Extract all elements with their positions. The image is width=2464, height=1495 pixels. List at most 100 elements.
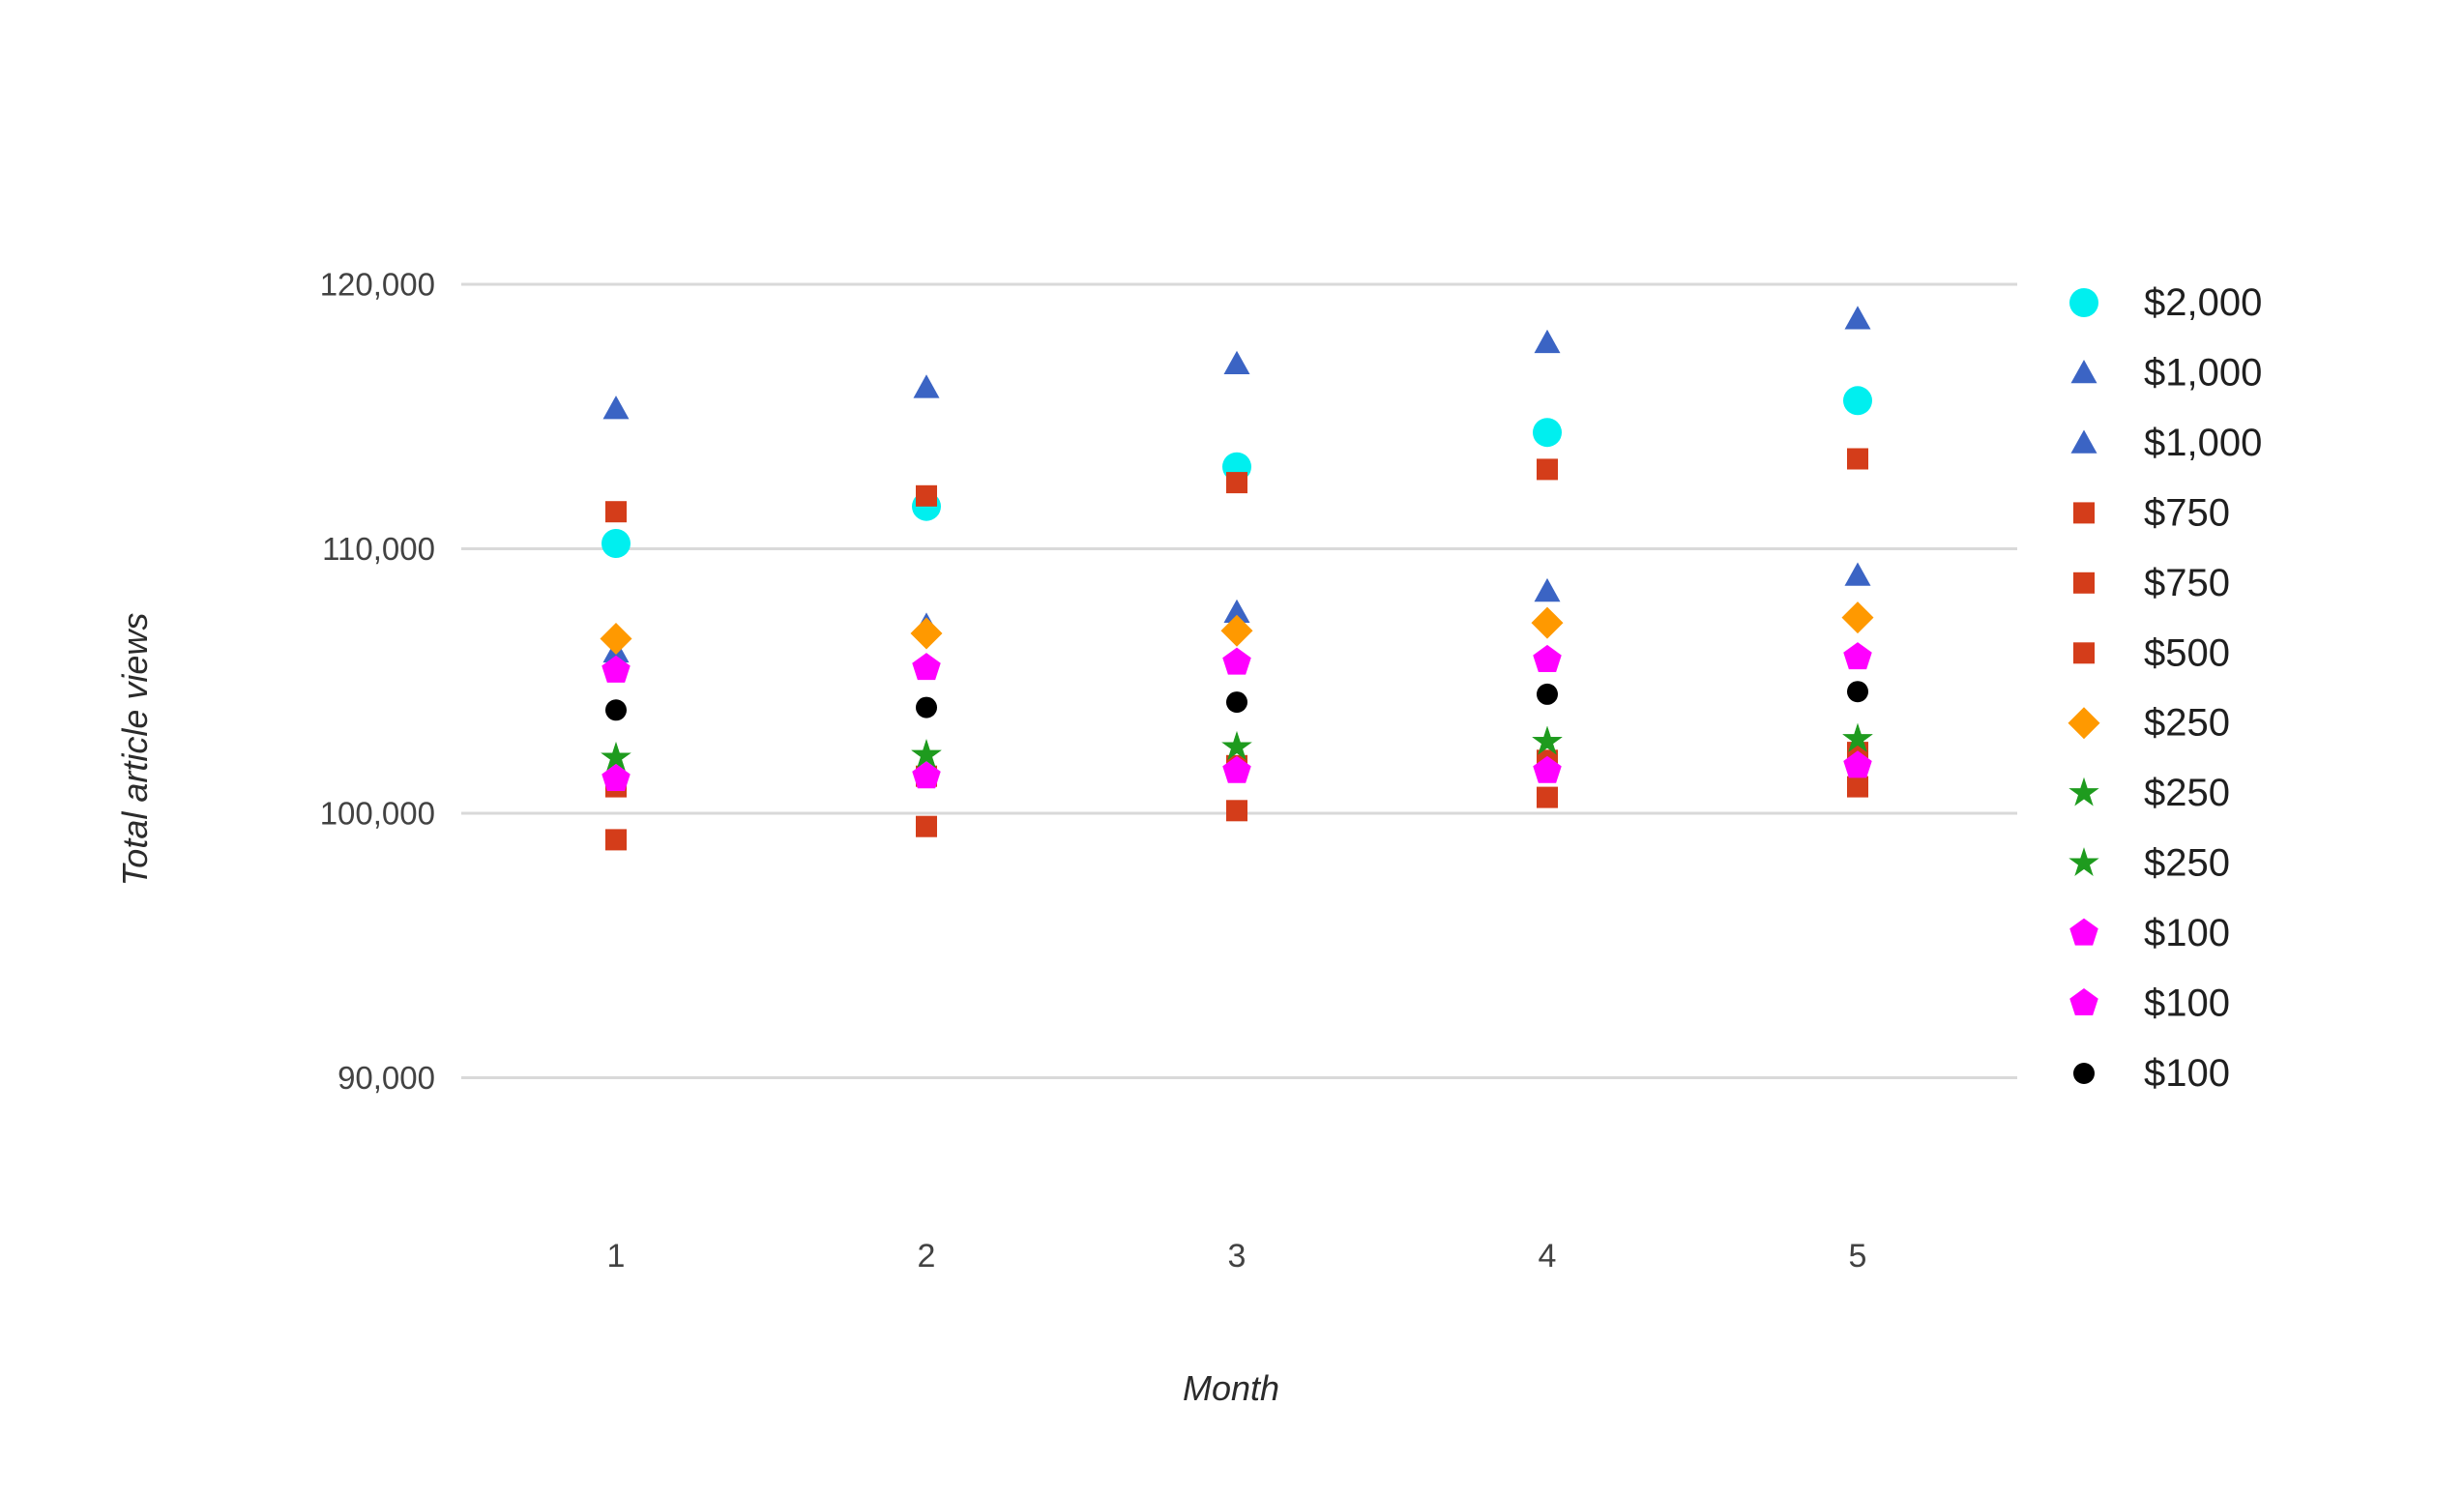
y-tick-label-120000: 120,000 [320, 267, 435, 303]
legend-item-12[interactable]: $100 [2073, 1052, 2230, 1095]
data-point-series4-month1[interactable] [605, 501, 627, 523]
y-tick-label-110000: 110,000 [322, 531, 435, 567]
data-point-series4-month4[interactable] [1537, 458, 1558, 481]
data-point-series12-month4[interactable] [1537, 683, 1558, 705]
data-point-series7-month3[interactable] [1220, 614, 1253, 647]
legend-label-4: $750 [2144, 491, 2230, 534]
legend-label-5: $750 [2144, 562, 2230, 604]
legend-star-icon [2068, 847, 2099, 876]
data-point-series12-month3[interactable] [1226, 691, 1247, 714]
data-point-series1-month5[interactable] [1843, 386, 1872, 416]
legend-label-9: $250 [2144, 842, 2230, 885]
x-tick-label-5: 5 [1849, 1238, 1867, 1275]
data-point-series3-month3[interactable] [1223, 599, 1250, 623]
legend-item-3[interactable]: $1,000 [2070, 422, 2263, 464]
legend-label-1: $2,000 [2144, 281, 2262, 324]
legend-item-1[interactable]: $2,000 [2069, 281, 2262, 324]
data-point-series3-month5[interactable] [1844, 562, 1871, 586]
data-point-series10-month4[interactable] [1533, 644, 1562, 672]
data-point-series2-month4[interactable] [1534, 329, 1561, 354]
data-point-series9-month1[interactable] [601, 742, 631, 771]
data-point-series12-month1[interactable] [605, 699, 627, 721]
x-tick-label-1: 1 [607, 1238, 626, 1275]
data-point-series11-month3[interactable] [1222, 755, 1251, 783]
y-axis-title: Total article views [115, 613, 155, 887]
legend-label-11: $100 [2144, 982, 2230, 1025]
data-point-series6-month1[interactable] [605, 829, 627, 851]
legend-item-4[interactable]: $750 [2073, 491, 2230, 534]
legend-label-3: $1,000 [2144, 422, 2262, 464]
legend-triangle-icon [2070, 360, 2097, 384]
data-point-series9-month2[interactable] [911, 739, 942, 769]
x-tick-label-3: 3 [1228, 1238, 1247, 1275]
data-point-series11-month2[interactable] [912, 761, 941, 789]
data-point-series11-month5[interactable] [1843, 750, 1872, 778]
legend-diamond-icon [2068, 707, 2100, 740]
legend-label-6: $500 [2144, 631, 2230, 674]
data-point-series7-month2[interactable] [910, 617, 943, 650]
legend-item-5[interactable]: $750 [2073, 562, 2230, 604]
data-point-series10-month2[interactable] [912, 653, 941, 681]
data-point-series12-month5[interactable] [1847, 681, 1868, 703]
data-point-series11-month1[interactable] [601, 763, 631, 791]
data-point-series7-month5[interactable] [1841, 601, 1874, 634]
legend-pentagon-icon [2069, 918, 2098, 946]
legend-label-10: $100 [2144, 912, 2230, 954]
legend-square-icon [2073, 642, 2095, 664]
data-points-group [600, 306, 1874, 851]
data-point-series4-month5[interactable] [1847, 448, 1868, 470]
x-tick-label-4: 4 [1539, 1238, 1557, 1275]
gridlines-group [461, 282, 2017, 1079]
legend-label-7: $250 [2144, 702, 2230, 745]
data-point-series2-month3[interactable] [1223, 350, 1250, 374]
legend-star-icon [2068, 777, 2099, 806]
legend-square-icon [2073, 502, 2095, 524]
data-point-series6-month3[interactable] [1226, 800, 1247, 822]
legend-item-9[interactable]: $250 [2068, 842, 2230, 885]
data-point-series4-month3[interactable] [1226, 472, 1247, 494]
legend-square-icon [2073, 572, 2095, 594]
data-point-series1-month1[interactable] [601, 529, 631, 558]
legend-item-10[interactable]: $100 [2069, 912, 2230, 954]
data-point-series10-month5[interactable] [1843, 642, 1872, 670]
y-tick-label-90000: 90,000 [337, 1060, 435, 1096]
legend-label-2: $1,000 [2144, 351, 2262, 394]
legend-item-11[interactable]: $100 [2069, 982, 2230, 1025]
legend-pentagon-icon [2069, 988, 2098, 1016]
legend-circle-icon [2069, 288, 2098, 317]
x-axis-tick-labels: 1 2 3 4 5 [607, 1238, 1867, 1275]
data-point-series10-month1[interactable] [601, 655, 631, 683]
x-tick-label-2: 2 [918, 1238, 936, 1275]
chart-legend: $2,000 $1,000 $1,000 $750 $750 $500 $250 $250 $2… [2068, 281, 2263, 1095]
legend-circle-icon [2073, 1063, 2095, 1084]
data-point-series9-month4[interactable] [1532, 725, 1563, 755]
data-point-series9-month5[interactable] [1842, 722, 1873, 752]
data-point-series6-month2[interactable] [916, 815, 937, 837]
data-point-series12-month2[interactable] [916, 696, 937, 718]
x-axis-title: Month [1183, 1368, 1279, 1408]
legend-label-8: $250 [2144, 772, 2230, 814]
data-point-series2-month5[interactable] [1844, 306, 1871, 330]
data-point-series2-month1[interactable] [602, 396, 630, 420]
y-axis-tick-labels: 90,000 100,000 110,000 120,000 [320, 267, 435, 1097]
legend-triangle-icon [2070, 429, 2097, 454]
data-point-series6-month4[interactable] [1537, 786, 1558, 808]
legend-item-6[interactable]: $500 [2073, 631, 2230, 674]
data-point-series10-month3[interactable] [1222, 647, 1251, 675]
legend-item-2[interactable]: $1,000 [2070, 351, 2263, 394]
data-point-series2-month2[interactable] [913, 374, 940, 398]
data-point-series3-month4[interactable] [1534, 577, 1561, 602]
data-point-series11-month4[interactable] [1533, 755, 1562, 783]
legend-item-8[interactable]: $250 [2068, 772, 2230, 814]
data-point-series4-month2[interactable] [916, 484, 937, 507]
legend-label-12: $100 [2144, 1052, 2230, 1095]
legend-item-7[interactable]: $250 [2068, 702, 2230, 745]
y-tick-label-100000: 100,000 [320, 796, 435, 832]
data-point-series7-month4[interactable] [1531, 606, 1564, 639]
data-point-series6-month5[interactable] [1847, 776, 1868, 798]
data-point-series9-month3[interactable] [1221, 731, 1252, 760]
data-point-series1-month4[interactable] [1533, 418, 1562, 448]
data-point-series7-month1[interactable] [600, 623, 632, 655]
